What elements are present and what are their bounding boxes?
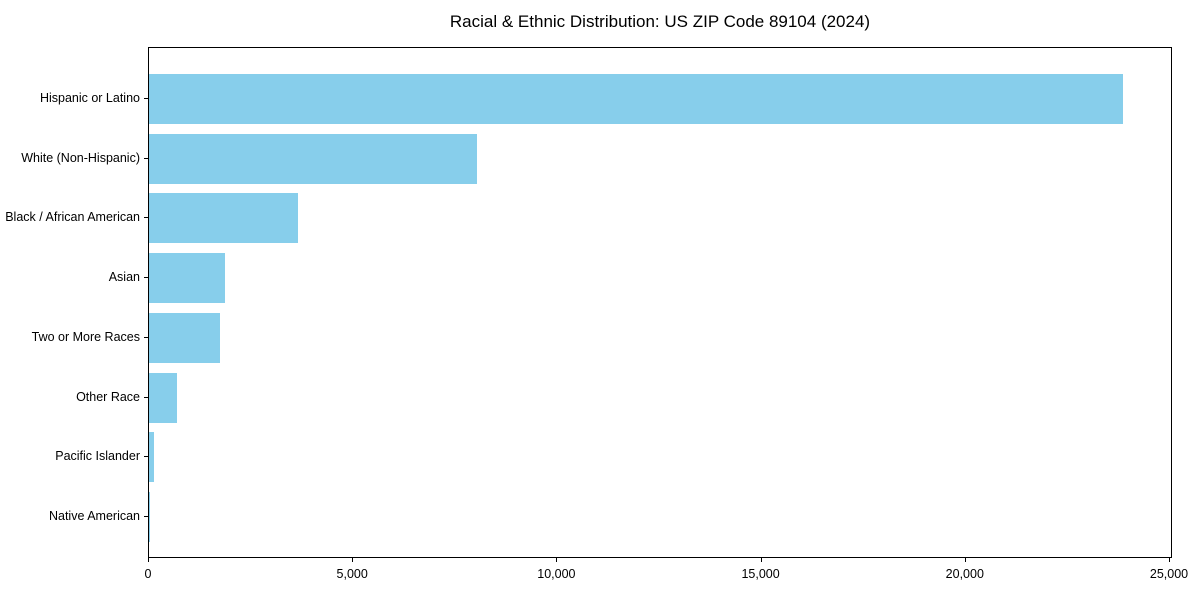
y-tick-label-white-non-hispanic: White (Non-Hispanic) bbox=[21, 150, 140, 165]
y-tick-label-black-african-american: Black / African American bbox=[5, 210, 140, 225]
y-tick-mark bbox=[144, 396, 148, 398]
bar-two-or-more-races bbox=[149, 312, 221, 363]
x-tick-label-25-000: 25,000 bbox=[1149, 567, 1189, 581]
x-tick-label-5-000: 5,000 bbox=[336, 567, 368, 581]
y-tick-mark bbox=[144, 277, 148, 279]
y-tick-label-native-american: Native American bbox=[48, 508, 140, 523]
y-tick-label-other-race: Other Race bbox=[76, 389, 140, 404]
x-tick-mark bbox=[352, 558, 354, 562]
y-tick-label-asian: Asian bbox=[108, 270, 140, 285]
x-tick-label-20-000: 20,000 bbox=[945, 567, 984, 581]
y-tick-mark bbox=[144, 515, 148, 517]
x-tick-mark bbox=[148, 558, 149, 562]
x-tick-mark bbox=[760, 558, 762, 562]
y-tick-mark bbox=[144, 157, 148, 159]
x-tick-label-0: 0 bbox=[144, 567, 152, 581]
bar-white-non-hispanic bbox=[149, 133, 477, 184]
x-tick-label-10-000: 10,000 bbox=[537, 567, 576, 581]
y-tick-mark bbox=[144, 217, 148, 219]
bar-black-african-american bbox=[149, 193, 298, 244]
bar-hispanic-or-latino bbox=[149, 74, 1124, 124]
bar-other-race bbox=[149, 372, 178, 423]
bar-native-american bbox=[149, 491, 151, 542]
x-tick-mark bbox=[556, 558, 558, 562]
x-tick-mark bbox=[964, 558, 966, 562]
y-tick-label-pacific-islander: Pacific Islander bbox=[55, 449, 140, 464]
y-tick-mark bbox=[144, 336, 148, 338]
y-tick-mark bbox=[144, 456, 148, 458]
x-tick-mark bbox=[1169, 558, 1170, 562]
y-tick-mark bbox=[144, 98, 148, 99]
chart-title: Racial & Ethnic Distribution: US ZIP Cod… bbox=[449, 12, 871, 31]
y-tick-label-two-or-more-races: Two or More Races bbox=[31, 329, 140, 344]
bar-pacific-islander bbox=[149, 432, 155, 483]
bar-asian bbox=[149, 253, 226, 304]
plot-area bbox=[148, 47, 1172, 558]
y-tick-label-hispanic-or-latino: Hispanic or Latino bbox=[39, 91, 140, 105]
x-tick-label-15-000: 15,000 bbox=[741, 567, 780, 581]
